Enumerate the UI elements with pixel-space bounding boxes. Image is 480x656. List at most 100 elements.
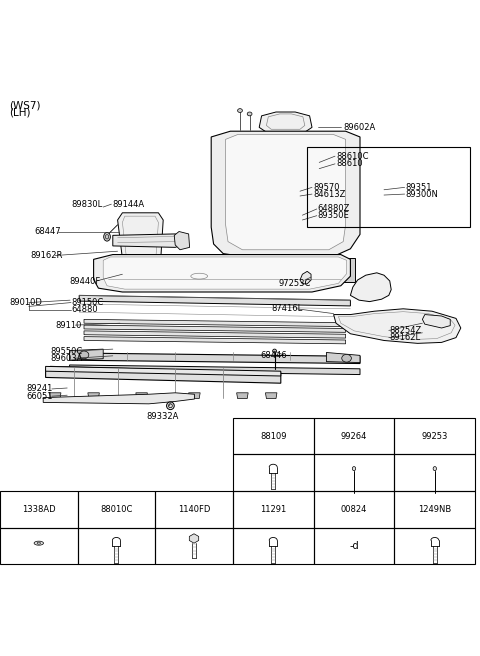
Polygon shape [189,393,200,399]
Ellipse shape [342,354,351,362]
Text: 64880: 64880 [71,305,97,314]
Text: 99253: 99253 [421,432,448,441]
Bar [78,527,155,564]
Polygon shape [70,353,360,363]
Bar [395,418,475,455]
Text: 1338AD: 1338AD [22,504,56,514]
Polygon shape [70,365,360,375]
Polygon shape [326,352,360,363]
Polygon shape [226,134,346,250]
Ellipse shape [79,351,89,359]
Text: 89110: 89110 [55,321,82,329]
Bar [233,527,313,564]
Polygon shape [265,393,277,399]
Text: 89241: 89241 [26,384,53,394]
Text: 84613Z: 84613Z [313,190,345,199]
Polygon shape [79,295,350,306]
Text: 89830L: 89830L [71,199,102,209]
Polygon shape [49,393,61,399]
Polygon shape [84,337,346,344]
Polygon shape [237,393,248,399]
Polygon shape [43,393,194,404]
Polygon shape [211,131,360,257]
Text: 88610: 88610 [336,159,362,169]
Text: 88010C: 88010C [100,504,132,514]
Text: (LH): (LH) [9,107,30,117]
Ellipse shape [332,266,340,276]
Text: 99264: 99264 [341,432,367,441]
Ellipse shape [343,268,350,277]
Bar [0,491,78,527]
Ellipse shape [352,466,356,470]
Polygon shape [46,367,281,383]
Text: 88610C: 88610C [336,152,369,161]
Polygon shape [334,309,461,343]
Bar [313,527,395,564]
Polygon shape [300,272,311,284]
Bar [313,418,395,455]
Text: 89602A: 89602A [343,123,375,132]
Bar [233,418,313,455]
Text: 88254Z: 88254Z [390,326,422,335]
Text: 97253C: 97253C [278,279,311,288]
Ellipse shape [34,541,44,545]
Ellipse shape [273,349,276,353]
Text: (WS7): (WS7) [9,100,40,110]
Text: 1140FD: 1140FD [178,504,210,514]
Text: 89350E: 89350E [318,211,349,220]
Bar [307,146,470,227]
Polygon shape [88,393,99,399]
Bar [313,491,395,527]
Polygon shape [189,534,199,543]
Polygon shape [174,232,190,250]
Bar [155,491,233,527]
Bar [78,491,155,527]
Ellipse shape [104,232,110,241]
Polygon shape [103,257,347,289]
Text: 11291: 11291 [260,504,287,514]
Polygon shape [113,234,185,247]
Bar [155,527,233,564]
Polygon shape [84,331,346,338]
Text: -d: -d [349,541,359,551]
Text: 66051: 66051 [26,392,53,401]
Text: 89351: 89351 [406,183,432,192]
Bar [395,491,475,527]
Bar [395,527,475,564]
Text: 89440F: 89440F [70,277,101,286]
Text: 89162R: 89162R [30,251,62,260]
Bar [0,527,78,564]
Polygon shape [84,319,346,327]
Text: 00824: 00824 [341,504,367,514]
Text: 89144A: 89144A [113,199,145,209]
Polygon shape [118,213,163,282]
Text: 64880Z: 64880Z [318,205,350,213]
Text: 89550C: 89550C [50,346,83,356]
Polygon shape [70,349,103,360]
Ellipse shape [433,466,436,470]
Polygon shape [94,255,350,292]
Ellipse shape [238,109,242,112]
Bar [395,455,475,491]
Polygon shape [46,367,281,376]
Bar [313,455,395,491]
Text: 89570: 89570 [313,183,339,192]
Polygon shape [326,258,355,282]
Text: 89332A: 89332A [146,412,179,420]
Polygon shape [259,112,312,132]
Bar [233,491,313,527]
Text: 88109: 88109 [260,432,287,441]
Ellipse shape [247,112,252,116]
Text: 68447: 68447 [35,228,61,237]
Polygon shape [136,393,147,399]
Text: 89010D: 89010D [10,298,42,307]
Text: 89162L: 89162L [390,333,421,342]
Polygon shape [350,273,391,302]
Polygon shape [84,325,346,333]
Ellipse shape [167,402,174,409]
Text: 89603A: 89603A [50,354,83,363]
Text: 89150C: 89150C [71,298,103,307]
Polygon shape [422,315,450,328]
Bar [233,455,313,491]
Text: 89300N: 89300N [406,190,438,199]
